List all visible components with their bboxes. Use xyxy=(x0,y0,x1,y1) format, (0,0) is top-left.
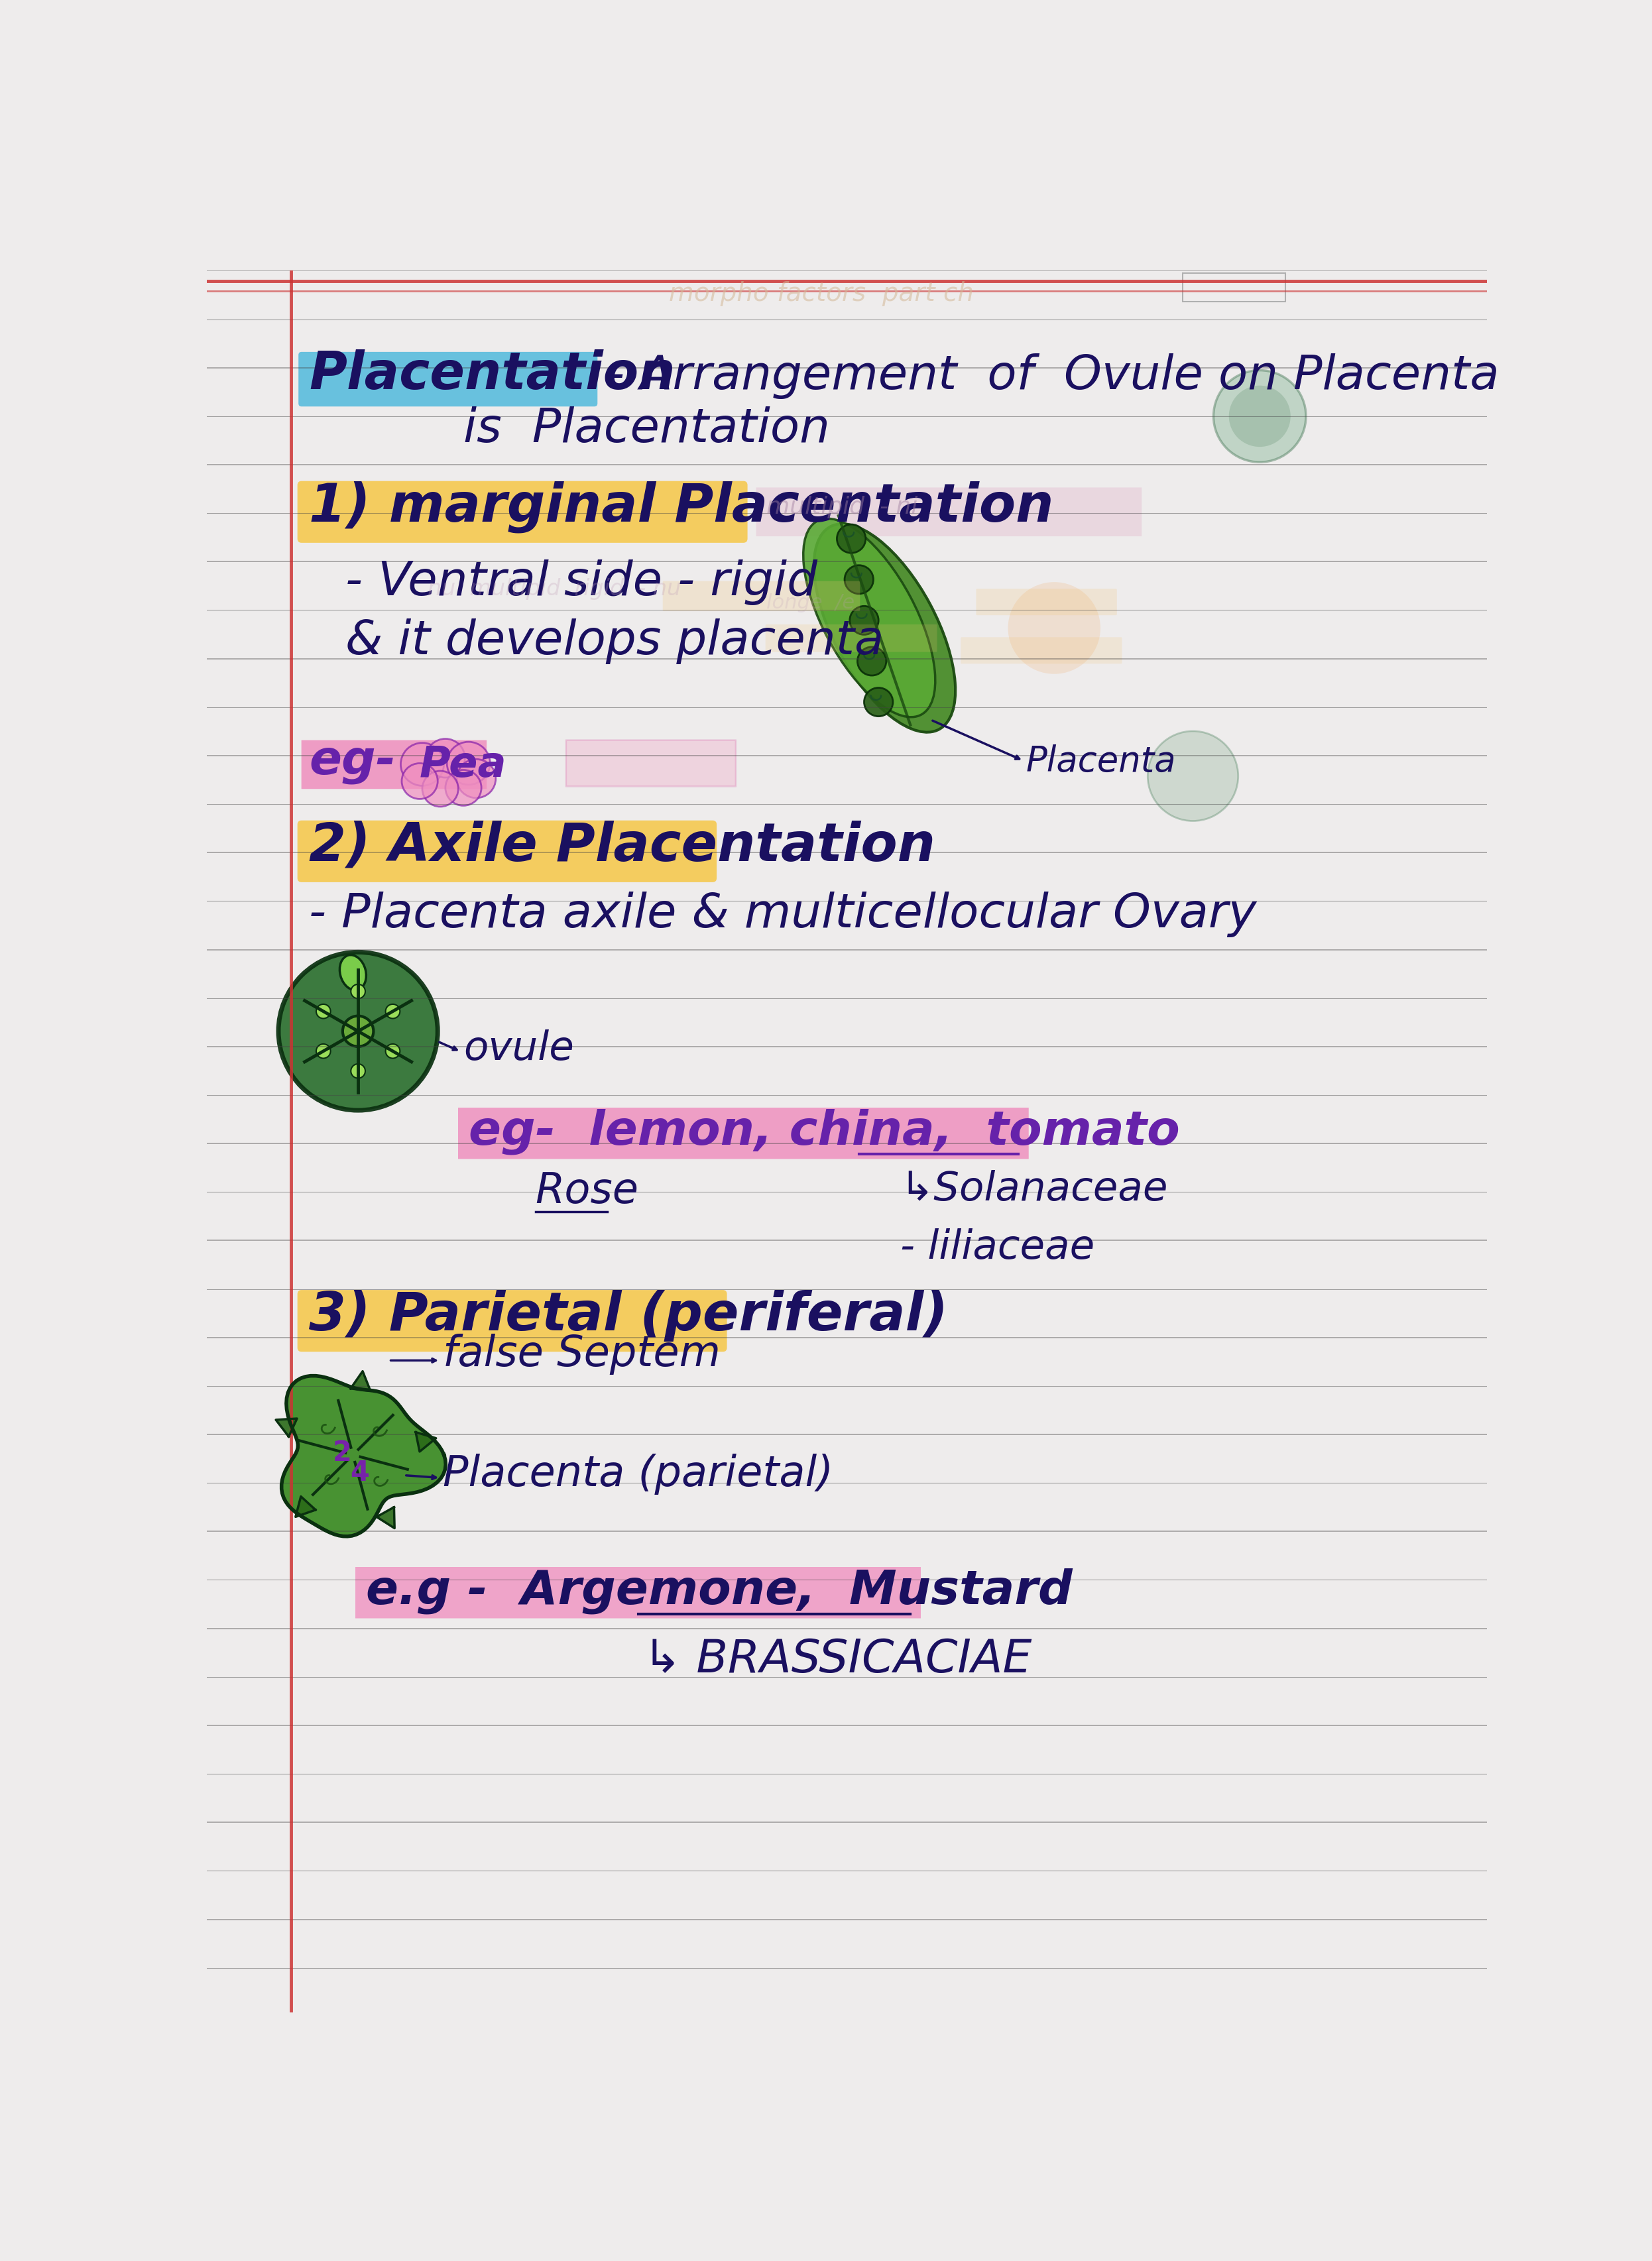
Polygon shape xyxy=(296,1497,316,1517)
Text: multipid  - ni: multipid - ni xyxy=(767,495,919,518)
Circle shape xyxy=(448,742,491,785)
Text: Rose: Rose xyxy=(535,1169,639,1212)
Text: - Arrangement  of  Ovule on Placenta: - Arrangement of Ovule on Placenta xyxy=(608,353,1500,398)
FancyBboxPatch shape xyxy=(961,638,1122,665)
Circle shape xyxy=(316,1045,330,1058)
Ellipse shape xyxy=(803,520,935,717)
Text: eg-  lemon, china,  tomato: eg- lemon, china, tomato xyxy=(469,1108,1180,1153)
FancyBboxPatch shape xyxy=(765,624,937,653)
Circle shape xyxy=(342,1015,373,1047)
Circle shape xyxy=(849,606,879,635)
FancyBboxPatch shape xyxy=(976,590,1117,615)
FancyBboxPatch shape xyxy=(297,1291,727,1352)
Polygon shape xyxy=(416,1433,436,1452)
Text: ↳ BRASSICACIAE: ↳ BRASSICACIAE xyxy=(643,1637,1032,1682)
Text: eg-: eg- xyxy=(309,739,396,785)
Text: longe  /e: longe /e xyxy=(767,592,854,613)
Text: Placentation: Placentation xyxy=(309,348,676,400)
Text: Placenta: Placenta xyxy=(1026,744,1176,778)
Text: - liliaceae: - liliaceae xyxy=(900,1228,1095,1266)
FancyBboxPatch shape xyxy=(662,581,861,613)
Polygon shape xyxy=(377,1508,395,1528)
Circle shape xyxy=(350,1065,365,1078)
Text: e.g -  Argemone,  Mustard: e.g - Argemone, Mustard xyxy=(365,1567,1072,1614)
Polygon shape xyxy=(281,1377,446,1537)
Circle shape xyxy=(1229,387,1290,448)
Text: ovule: ovule xyxy=(463,1029,573,1067)
Text: morpho factors  part ch: morpho factors part ch xyxy=(669,280,973,305)
Circle shape xyxy=(838,525,866,554)
FancyBboxPatch shape xyxy=(299,353,598,407)
Text: 1) marginal Placentation: 1) marginal Placentation xyxy=(309,482,1054,534)
FancyBboxPatch shape xyxy=(301,742,487,789)
Circle shape xyxy=(316,1004,330,1020)
Polygon shape xyxy=(350,1372,370,1391)
Circle shape xyxy=(401,744,444,787)
Circle shape xyxy=(385,1004,400,1020)
Circle shape xyxy=(426,739,464,778)
Text: 4: 4 xyxy=(350,1458,370,1485)
Circle shape xyxy=(401,764,438,800)
Circle shape xyxy=(1214,371,1307,464)
Text: Pea: Pea xyxy=(420,744,507,785)
Circle shape xyxy=(423,771,458,807)
FancyBboxPatch shape xyxy=(567,742,735,787)
FancyBboxPatch shape xyxy=(355,1567,920,1619)
Text: is  Placentation: is Placentation xyxy=(463,407,829,452)
Circle shape xyxy=(864,687,892,717)
Text: false Septem: false Septem xyxy=(443,1334,720,1375)
Text: - Ventral side - rigid: - Ventral side - rigid xyxy=(345,558,818,606)
Text: 3) Parietal (periferal): 3) Parietal (periferal) xyxy=(309,1289,948,1341)
Text: ↳Solanaceae: ↳Solanaceae xyxy=(900,1169,1168,1210)
Ellipse shape xyxy=(814,525,955,733)
Circle shape xyxy=(446,771,481,807)
FancyBboxPatch shape xyxy=(757,488,1142,536)
FancyBboxPatch shape xyxy=(297,482,747,543)
Circle shape xyxy=(1008,583,1100,674)
Circle shape xyxy=(385,1045,400,1058)
Text: Placenta (parietal): Placenta (parietal) xyxy=(443,1454,833,1495)
Text: 2) Axile Placentation: 2) Axile Placentation xyxy=(309,821,935,873)
Text: - Placenta axile & multicellocular Ovary: - Placenta axile & multicellocular Ovary xyxy=(309,891,1257,936)
Circle shape xyxy=(857,647,885,676)
FancyBboxPatch shape xyxy=(458,1108,1029,1160)
Polygon shape xyxy=(276,1420,297,1436)
Circle shape xyxy=(844,565,874,595)
Ellipse shape xyxy=(340,956,367,990)
Circle shape xyxy=(1148,733,1237,821)
Circle shape xyxy=(279,952,438,1110)
Circle shape xyxy=(456,760,496,798)
Text: nu  multipid  rigid  - nu: nu multipid rigid - nu xyxy=(428,579,681,599)
Text: 2: 2 xyxy=(332,1438,352,1465)
Text: & it develops placenta: & it develops placenta xyxy=(345,617,884,665)
Circle shape xyxy=(350,984,365,999)
FancyBboxPatch shape xyxy=(297,821,717,882)
